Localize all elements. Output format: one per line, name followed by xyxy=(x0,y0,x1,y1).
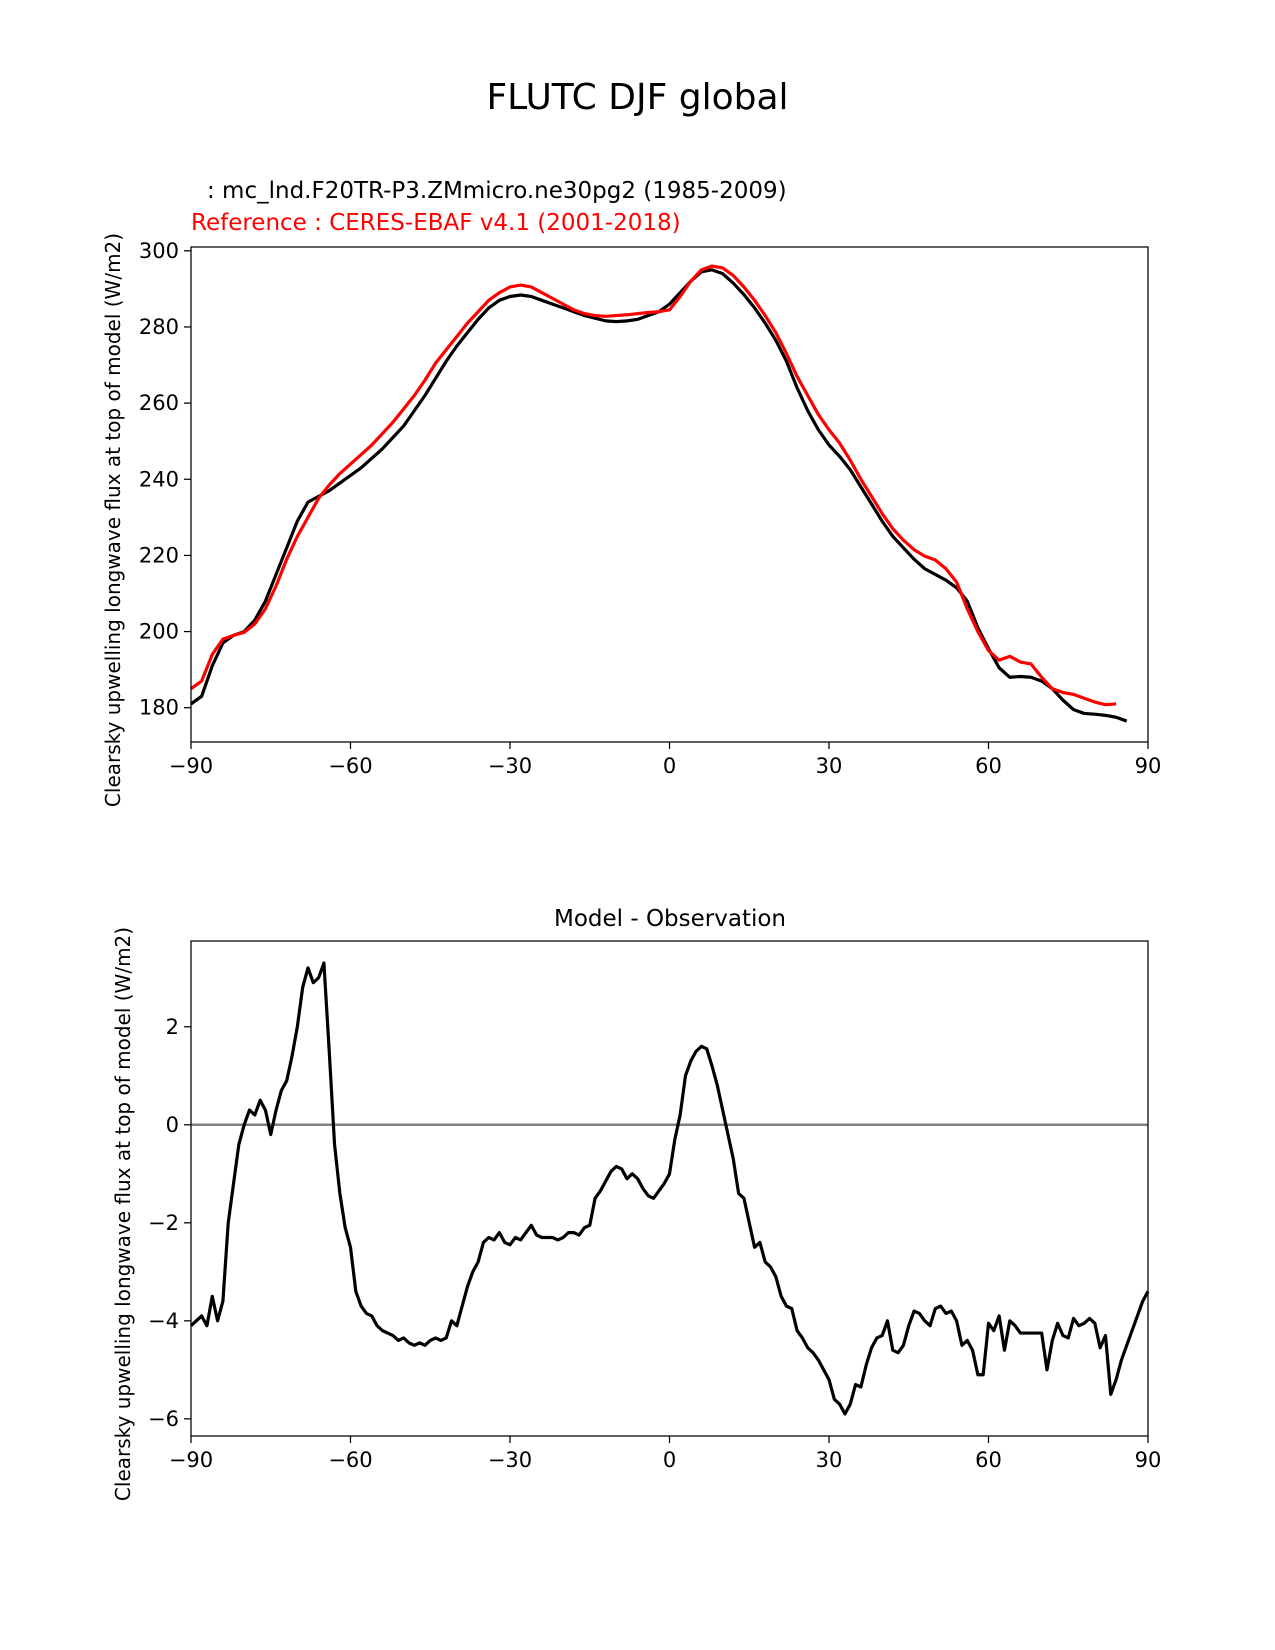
bottom-series-difference-line xyxy=(189,961,1150,1416)
top-series-reference-line xyxy=(190,264,1117,707)
top-test-title: : mc_lnd.F20TR-P3.ZMmicro.ne30pg2 (1985-… xyxy=(207,178,787,204)
bottom-plot-marks xyxy=(189,961,1150,1416)
bottom-y-axis-label: Clearsky upwelling longwave flux at top … xyxy=(111,927,135,1501)
bottom-y-tick-label: −4 xyxy=(148,1309,179,1333)
top-x-tick-label: 90 xyxy=(1135,754,1162,778)
top-x-tick-label: −60 xyxy=(328,754,372,778)
bottom-x-tick-label: −90 xyxy=(169,1448,213,1472)
bottom-x-tick-label: −30 xyxy=(488,1448,532,1472)
bottom-title: Model - Observation xyxy=(554,906,786,932)
top-y-tick-label: 200 xyxy=(139,620,179,644)
top-panel: : mc_lnd.F20TR-P3.ZMmicro.ne30pg2 (1985-… xyxy=(101,178,1161,807)
top-ticks: −90 −60 −30 0 30 60 90 180 200 220 240 260 280 300 xyxy=(139,239,1161,778)
top-y-tick-label: 280 xyxy=(139,315,179,339)
top-x-tick-label: 30 xyxy=(816,754,843,778)
top-x-tick-label: −90 xyxy=(169,754,213,778)
bottom-y-tick-label: 2 xyxy=(166,1015,179,1039)
bottom-y-tick-label: −6 xyxy=(148,1407,179,1431)
top-y-tick-label: 300 xyxy=(139,239,179,263)
bottom-plot-frame xyxy=(190,940,1149,1437)
bottom-x-tick-label: 30 xyxy=(816,1448,843,1472)
bottom-ticks: −90 −60 −30 0 30 60 90 −6 −4 −2 0 2 xyxy=(148,1015,1161,1472)
top-plot-marks xyxy=(190,264,1128,723)
top-series-test-line xyxy=(190,268,1128,723)
top-x-tick-label: 0 xyxy=(663,754,676,778)
bottom-x-tick-label: 0 xyxy=(663,1448,676,1472)
top-reference-title: Reference : CERES-EBAF v4.1 (2001-2018) xyxy=(191,210,681,236)
top-y-tick-label: 260 xyxy=(139,391,179,415)
bottom-y-tick-label: 0 xyxy=(166,1113,179,1137)
top-y-axis-label: Clearsky upwelling longwave flux at top … xyxy=(101,233,125,807)
top-y-tick-label: 180 xyxy=(139,696,179,720)
bottom-x-tick-label: 90 xyxy=(1135,1448,1162,1472)
figure-title: FLUTC DJF global xyxy=(486,77,788,118)
bottom-x-tick-label: −60 xyxy=(328,1448,372,1472)
top-x-tick-label: −30 xyxy=(488,754,532,778)
bottom-x-tick-label: 60 xyxy=(975,1448,1002,1472)
top-y-tick-label: 220 xyxy=(139,543,179,567)
top-x-tick-label: 60 xyxy=(975,754,1002,778)
top-y-tick-label: 240 xyxy=(139,467,179,491)
bottom-panel: Model - Observation −90 −60 −30 0 30 60 90 −6 −4… xyxy=(111,906,1161,1501)
top-plot-frame xyxy=(190,246,1149,743)
bottom-y-tick-label: −2 xyxy=(148,1211,179,1235)
